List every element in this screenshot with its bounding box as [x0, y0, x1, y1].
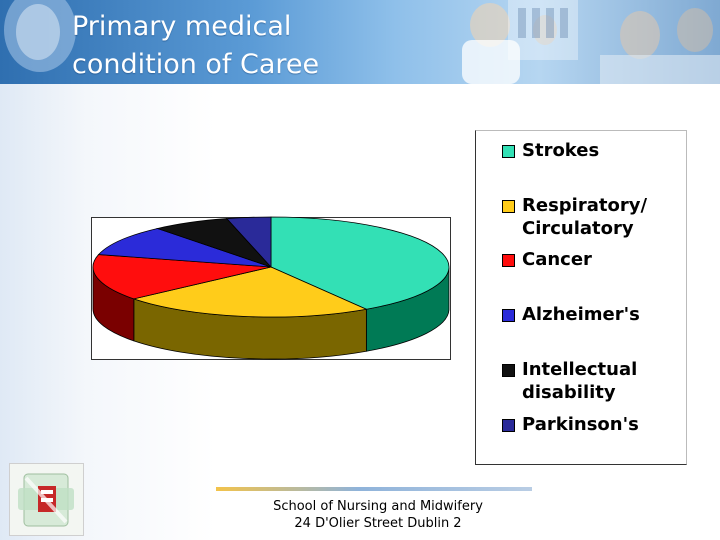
- legend-label-respiratory: Respiratory/ Circulatory: [522, 195, 648, 239]
- legend-label-strokes: Strokes: [522, 140, 600, 161]
- legend-label-cancer: Cancer: [522, 249, 592, 270]
- footer-street-address: 24 D'Olier Street Dublin 2: [294, 516, 462, 531]
- legend-item-respiratory: Respiratory/ Circulatory: [502, 194, 682, 240]
- pie-slice-parkinsons: [225, 216, 272, 269]
- footer-school-name: School of Nursing and Midwifery: [273, 499, 483, 514]
- legend-label-parkinsons: Parkinson's: [522, 414, 639, 435]
- legend-item-intellectual-disability: Intellectual disability: [502, 358, 682, 404]
- pie-chart: [92, 216, 450, 360]
- legend-swatch-respiratory: [502, 200, 515, 213]
- chart-legend: Strokes Respiratory/ Circulatory Cancer …: [475, 130, 687, 465]
- legend-swatch-intellectual-disability: [502, 364, 515, 377]
- legend-item-cancer: Cancer: [502, 248, 682, 271]
- legend-item-strokes: Strokes: [502, 139, 682, 162]
- legend-swatch-alzheimers: [502, 309, 515, 322]
- header-banner: Primary medical condition of Caree: [0, 0, 720, 84]
- pie-slice-strokes: [270, 216, 450, 310]
- header-photo-collage: [4, 0, 720, 84]
- footer-divider: [216, 487, 532, 491]
- legend-label-intellectual-disability: Intellectual disability: [522, 359, 638, 403]
- legend-swatch-strokes: [502, 145, 515, 158]
- pie-slice-respiratory: [132, 266, 368, 318]
- pie-slice-cancer: [92, 254, 272, 300]
- pie-tops: [92, 216, 450, 318]
- college-logo: [9, 463, 84, 536]
- legend-label-alzheimers: Alzheimer's: [522, 304, 640, 325]
- slide-title: Primary medical condition of Caree: [72, 11, 320, 80]
- legend-swatch-cancer: [502, 254, 515, 267]
- pie-sides: [92, 266, 450, 360]
- college-crest-icon: [18, 473, 74, 527]
- legend-item-parkinsons: Parkinson's: [502, 413, 682, 436]
- footer-address: School of Nursing and Midwifery 24 D'Oli…: [250, 498, 506, 532]
- legend-swatch-parkinsons: [502, 419, 515, 432]
- pie-slice-alzheimers: [97, 228, 272, 268]
- legend-item-alzheimers: Alzheimer's: [502, 303, 682, 326]
